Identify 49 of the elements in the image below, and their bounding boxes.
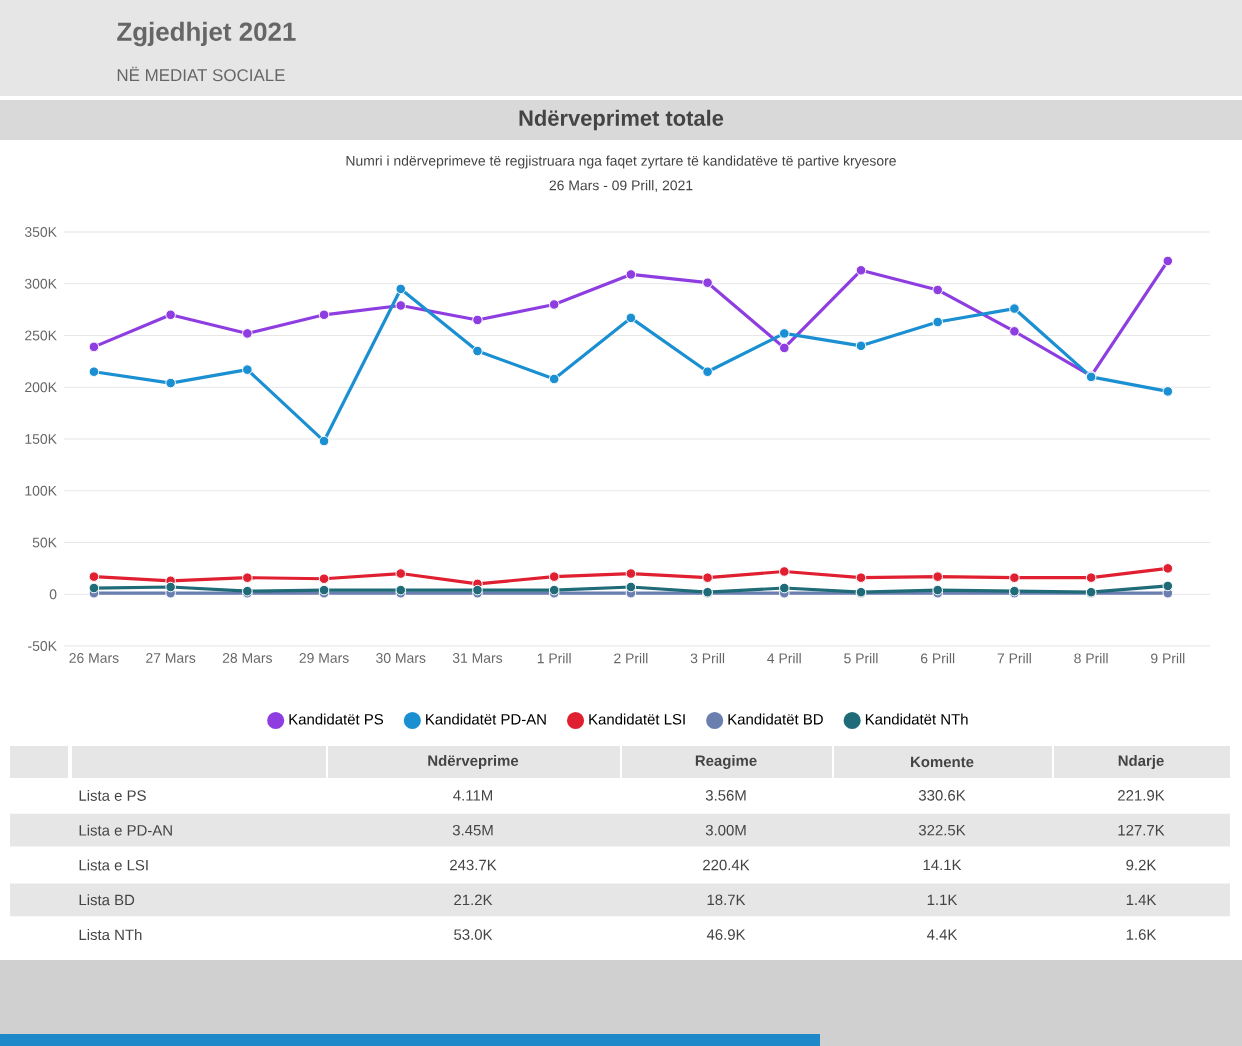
point bbox=[548, 373, 560, 385]
point bbox=[165, 581, 176, 593]
point bbox=[702, 572, 713, 583]
point bbox=[395, 300, 407, 311]
point bbox=[472, 345, 483, 357]
point bbox=[548, 299, 560, 310]
point bbox=[472, 314, 483, 326]
point bbox=[1162, 386, 1174, 397]
point bbox=[318, 573, 330, 584]
point bbox=[855, 572, 867, 583]
point bbox=[318, 435, 330, 447]
point bbox=[932, 284, 943, 296]
point bbox=[88, 571, 100, 582]
point bbox=[548, 571, 560, 582]
chart-title: Ndërveprimet totale bbox=[519, 109, 724, 131]
text: Zgjedhjet 2021 bbox=[117, 21, 296, 47]
point bbox=[242, 364, 253, 375]
text: NË MEDIAT SOCIALE bbox=[117, 66, 285, 82]
point bbox=[88, 366, 100, 377]
point bbox=[395, 568, 407, 579]
point bbox=[779, 582, 790, 594]
point bbox=[625, 581, 637, 593]
point bbox=[932, 571, 943, 582]
point bbox=[242, 572, 253, 583]
point bbox=[702, 277, 713, 288]
point bbox=[779, 342, 790, 354]
point bbox=[88, 341, 100, 353]
point bbox=[1009, 326, 1020, 337]
point bbox=[779, 328, 790, 339]
point bbox=[855, 265, 867, 276]
point bbox=[702, 366, 713, 377]
point bbox=[318, 309, 330, 321]
point bbox=[165, 377, 176, 389]
point bbox=[1009, 572, 1020, 583]
point bbox=[625, 312, 637, 324]
point bbox=[855, 340, 867, 352]
point bbox=[1162, 580, 1174, 592]
point bbox=[1162, 563, 1174, 574]
point bbox=[395, 283, 407, 295]
point bbox=[779, 566, 790, 577]
point bbox=[625, 568, 637, 579]
point bbox=[88, 582, 100, 594]
point bbox=[932, 316, 943, 328]
point bbox=[1009, 303, 1020, 314]
point bbox=[625, 269, 637, 280]
point bbox=[242, 328, 253, 339]
point bbox=[1162, 255, 1174, 267]
point bbox=[165, 309, 176, 321]
point bbox=[1085, 572, 1097, 583]
